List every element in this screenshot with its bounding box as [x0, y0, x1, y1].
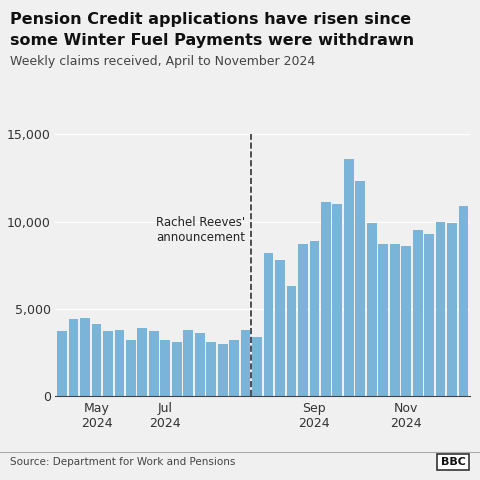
- Bar: [287, 286, 296, 396]
- Text: Source: Department for Work and Pensions: Source: Department for Work and Pensions: [10, 457, 235, 467]
- Bar: [344, 159, 354, 396]
- Bar: [436, 222, 445, 396]
- Bar: [413, 230, 422, 396]
- Bar: [241, 330, 251, 396]
- Text: Rachel Reeves'
announcement: Rachel Reeves' announcement: [156, 216, 246, 244]
- Text: Pension Credit applications have risen since: Pension Credit applications have risen s…: [10, 12, 411, 27]
- Bar: [69, 319, 78, 396]
- Bar: [459, 206, 468, 396]
- Bar: [206, 342, 216, 396]
- Bar: [80, 318, 90, 396]
- Bar: [298, 244, 308, 396]
- Bar: [183, 330, 193, 396]
- Bar: [92, 324, 101, 396]
- Bar: [57, 332, 67, 396]
- Bar: [447, 223, 457, 396]
- Bar: [264, 253, 274, 396]
- Bar: [218, 344, 228, 396]
- Bar: [172, 342, 181, 396]
- Bar: [310, 241, 319, 396]
- Bar: [355, 181, 365, 396]
- Bar: [401, 246, 411, 396]
- Bar: [103, 332, 113, 396]
- Bar: [115, 330, 124, 396]
- Bar: [126, 340, 136, 396]
- Bar: [160, 340, 170, 396]
- Bar: [333, 204, 342, 396]
- Bar: [275, 260, 285, 396]
- Bar: [367, 223, 377, 396]
- Bar: [378, 244, 388, 396]
- Bar: [321, 203, 331, 396]
- Bar: [229, 340, 239, 396]
- Bar: [137, 328, 147, 396]
- Bar: [252, 336, 262, 396]
- Bar: [424, 234, 434, 396]
- Bar: [390, 244, 399, 396]
- Text: Weekly claims received, April to November 2024: Weekly claims received, April to Novembe…: [10, 55, 315, 68]
- Bar: [149, 332, 159, 396]
- Bar: [195, 333, 204, 396]
- Text: BBC: BBC: [441, 457, 466, 467]
- Text: some Winter Fuel Payments were withdrawn: some Winter Fuel Payments were withdrawn: [10, 33, 414, 48]
